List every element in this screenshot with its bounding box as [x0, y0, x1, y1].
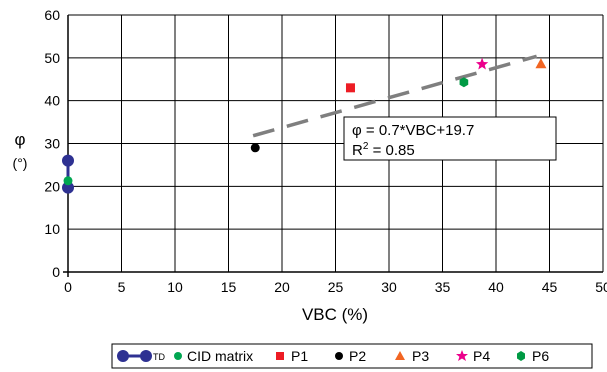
legend-p2-marker: [335, 352, 343, 360]
data-points: [62, 57, 547, 194]
r2-superscript: 2: [363, 141, 369, 152]
x-axis-title: VBC (%): [302, 305, 368, 324]
r2-text: R2 = 0.85: [352, 141, 415, 159]
legend-p4-label: P4: [473, 348, 490, 364]
x-tick-labels: 0 5 10 15 20 25 30 35 40 45 50: [64, 279, 607, 295]
x-tick-label-30: 30: [381, 279, 397, 295]
trendline-dashed: [252, 54, 538, 138]
y-tick-label-30: 30: [44, 136, 60, 152]
y-tick-label-10: 10: [44, 221, 60, 237]
point-td-0: [62, 154, 74, 167]
point-p1-0: [345, 83, 355, 93]
legend-frame: [111, 343, 593, 369]
legend-cid-marker: [174, 352, 182, 360]
point-p2-0: [250, 143, 260, 153]
x-tick-label-40: 40: [488, 279, 504, 295]
y-axis-unit: (°): [13, 155, 28, 171]
point-td-1: [62, 181, 74, 194]
y-tick-label-0: 0: [52, 264, 60, 280]
y-tick-label-20: 20: [44, 178, 60, 194]
legend-p3-label: P3: [412, 348, 429, 364]
x-tick-label-10: 10: [167, 279, 183, 295]
point-p3-0: [535, 58, 547, 69]
legend-td-marker-right: [140, 350, 152, 362]
x-tick-label-25: 25: [328, 279, 344, 295]
legend: TD CID matrix P1 P2 P3 P4 P6: [111, 343, 593, 369]
y-axis-title: φ: [14, 130, 25, 149]
legend-p1-marker: [276, 352, 284, 360]
x-tick-label-50: 50: [595, 279, 607, 295]
x-tick-label-0: 0: [64, 279, 72, 295]
legend-td-marker-left: [117, 350, 129, 362]
r2-suffix: = 0.85: [368, 142, 414, 159]
trendline: [252, 54, 538, 138]
x-tick-label-35: 35: [435, 279, 451, 295]
legend-cid-label: CID matrix: [187, 348, 253, 364]
point-cid-matrix-0: [63, 176, 73, 186]
legend-p6-label: P6: [532, 348, 549, 364]
equation-text: φ = 0.7*VBC+19.7: [352, 122, 474, 139]
legend-td-label: TD: [153, 352, 165, 362]
x-tick-label-15: 15: [221, 279, 237, 295]
y-tick-label-40: 40: [44, 93, 60, 109]
legend-p1-label: P1: [291, 348, 308, 364]
legend-p2-label: P2: [349, 348, 366, 364]
y-tick-label-60: 60: [44, 7, 60, 23]
x-tick-label-45: 45: [542, 279, 558, 295]
legend-p6-marker: [517, 351, 525, 361]
x-tick-label-20: 20: [274, 279, 290, 295]
r2-prefix: R: [352, 142, 363, 159]
axes: [63, 15, 603, 277]
y-tick-labels: 0 10 20 30 40 50 60: [44, 7, 60, 280]
equation-box: φ = 0.7*VBC+19.7 R2 = 0.85: [343, 116, 557, 161]
point-p6-0: [459, 77, 469, 88]
point-p4-0: [475, 57, 489, 70]
legend-p4-marker: [456, 350, 468, 361]
equation-box-frame: [343, 116, 557, 161]
x-tick-label-5: 5: [118, 279, 126, 295]
y-tick-label-50: 50: [44, 50, 60, 66]
legend-p3-marker: [395, 351, 405, 360]
